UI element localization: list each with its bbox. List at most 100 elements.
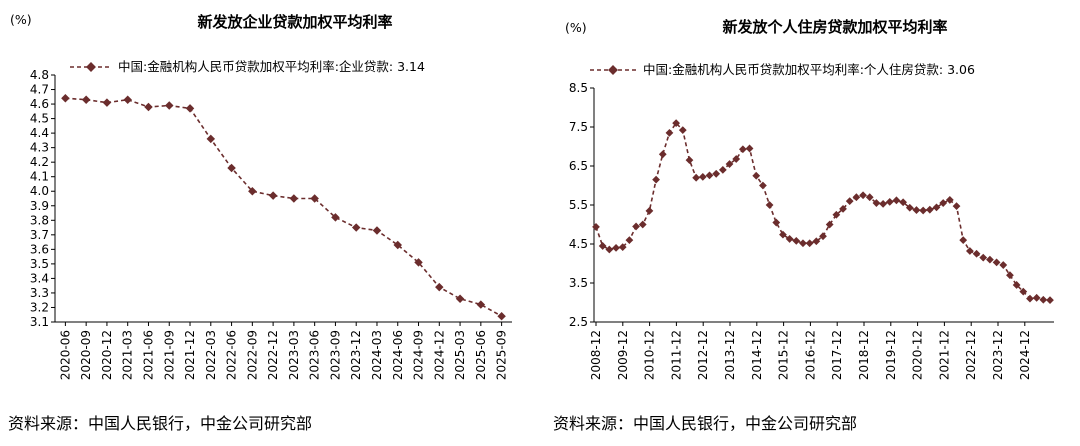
right-unit-label: (%): [565, 20, 587, 35]
x-tick-label: 2024-06: [391, 330, 405, 380]
data-point: [1006, 271, 1014, 280]
data-point: [455, 294, 465, 303]
data-point: [752, 171, 761, 180]
data-point: [738, 145, 747, 154]
data-point: [759, 181, 767, 190]
x-tick-label: 2014-12: [750, 330, 764, 380]
x-tick-label: 2025-06: [474, 330, 488, 380]
series-line: [65, 97, 503, 317]
y-tick-label: 6.5: [569, 159, 588, 173]
data-point: [785, 235, 794, 243]
data-point: [206, 134, 216, 144]
y-tick-label: 3.9: [30, 199, 49, 213]
y-tick-label: 4.6: [30, 97, 49, 111]
x-tick-label: 2012-12: [696, 330, 710, 380]
y-tick-label: 4.7: [30, 83, 49, 97]
y-tick-label: 2.5: [569, 315, 588, 329]
data-point: [952, 202, 961, 211]
data-point: [879, 199, 887, 208]
data-point: [859, 191, 867, 200]
data-point: [638, 220, 647, 229]
y-tick-label: 4.8: [30, 68, 49, 82]
data-point: [665, 128, 674, 137]
x-tick-label: 2024-12: [432, 330, 446, 380]
x-tick-label: 2017-12: [830, 330, 844, 380]
x-tick-label: 2020-12: [100, 330, 114, 380]
left-source-note: 资料来源：中国人民银行，中金公司研究部: [8, 414, 313, 433]
data-point: [476, 300, 486, 309]
x-tick-label: 2024-09: [412, 330, 426, 380]
data-point: [393, 240, 402, 250]
data-point: [939, 199, 948, 207]
x-tick-label: 2025-03: [453, 330, 467, 380]
data-point: [979, 253, 988, 262]
data-point: [435, 282, 444, 292]
data-point: [144, 102, 153, 112]
data-point: [331, 213, 340, 222]
x-tick-label: 2023-06: [308, 330, 322, 380]
data-point: [912, 206, 921, 214]
data-point: [598, 242, 607, 250]
corporate-loan-rate-chart: (%) 新发放企业贷款加权平均利率 中国:金融机构人民币贷款加权平均利率:企业贷…: [10, 12, 512, 380]
x-tick-label: 2021-06: [141, 330, 155, 380]
data-point: [885, 197, 894, 206]
left-legend-label: 中国:金融机构人民币贷款加权平均利率:企业贷款: 3.14: [118, 59, 425, 74]
x-tick-label: 2020-12: [911, 330, 925, 380]
data-point: [248, 186, 257, 196]
x-tick-label: 2023-12: [991, 330, 1005, 380]
y-tick-label: 7.5: [569, 120, 588, 134]
data-point: [625, 236, 634, 244]
data-point: [718, 166, 727, 174]
data-point: [959, 236, 968, 244]
x-tick-label: 2021-09: [162, 330, 176, 380]
data-point: [268, 191, 278, 200]
left-legend: 中国:金融机构人民币贷款加权平均利率:企业贷款: 3.14: [70, 59, 425, 74]
data-point: [905, 203, 914, 212]
data-point: [678, 126, 687, 135]
data-point: [772, 218, 781, 227]
data-point: [414, 258, 423, 267]
data-point: [932, 203, 941, 212]
x-tick-label: 2022-12: [266, 330, 280, 380]
data-point: [310, 194, 319, 203]
x-tick-label: 2009-12: [616, 330, 630, 380]
data-point: [652, 175, 660, 184]
data-point: [745, 144, 754, 153]
x-tick-label: 2021-03: [121, 330, 135, 380]
y-tick-label: 3.8: [30, 213, 49, 227]
y-tick-label: 3.7: [30, 228, 49, 242]
data-point: [1046, 296, 1054, 305]
data-point: [658, 150, 667, 159]
y-tick-label: 3.2: [30, 300, 49, 314]
data-point: [185, 104, 195, 113]
data-point: [227, 163, 236, 173]
data-point: [919, 206, 928, 215]
data-point: [81, 95, 91, 104]
y-tick-label: 3.4: [30, 271, 49, 285]
y-tick-label: 4.2: [30, 155, 49, 169]
data-point: [845, 197, 854, 205]
y-tick-label: 8.5: [569, 81, 588, 95]
data-point: [592, 222, 600, 231]
data-point: [779, 230, 787, 239]
y-tick-label: 3.3: [30, 286, 49, 300]
right-source-note: 资料来源：中国人民银行，中金公司研究部: [553, 414, 858, 433]
data-point: [799, 239, 807, 248]
series-line: [595, 121, 1051, 301]
data-point: [61, 94, 70, 103]
data-point: [1026, 294, 1034, 303]
data-point: [1039, 295, 1048, 304]
x-tick-label: 2020-09: [79, 330, 93, 380]
data-point: [712, 169, 721, 178]
y-tick-label: 3.6: [30, 242, 49, 256]
data-point: [765, 201, 774, 209]
data-point: [792, 236, 801, 245]
data-point: [351, 223, 361, 232]
data-point: [672, 119, 681, 127]
x-tick-label: 2019-12: [884, 330, 898, 380]
left-unit-label: (%): [10, 12, 32, 27]
data-point: [289, 194, 299, 203]
data-point: [892, 196, 901, 205]
x-tick-label: 2024-03: [370, 330, 384, 380]
y-tick-label: 3.5: [569, 276, 588, 290]
